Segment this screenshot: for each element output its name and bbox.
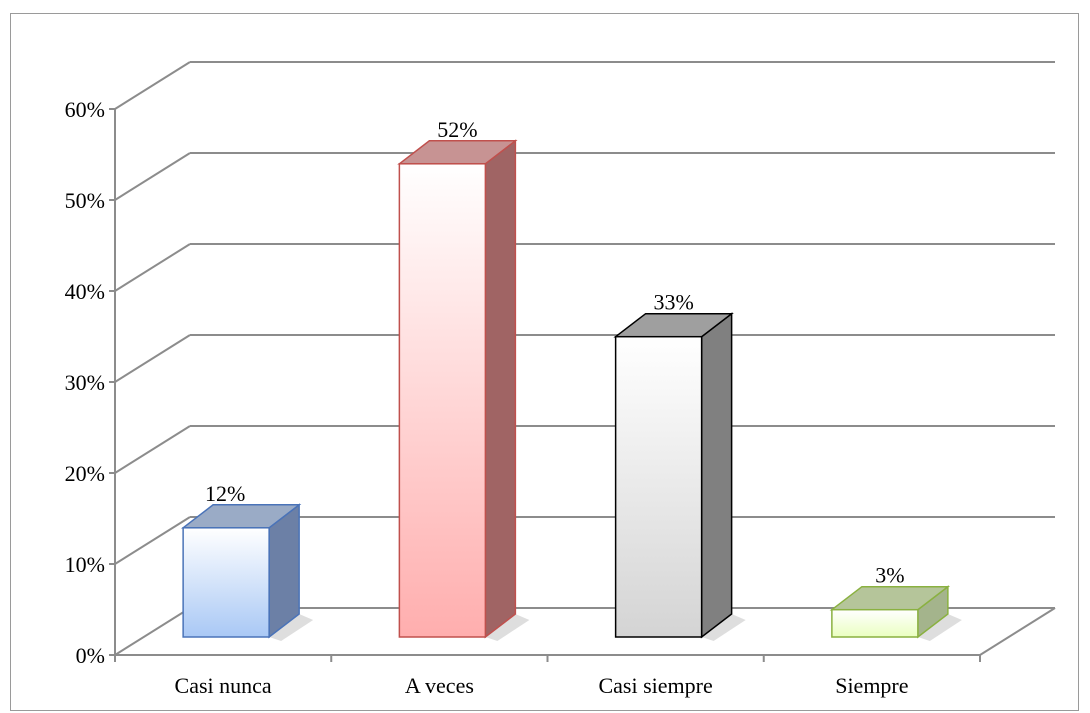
bar-side [700,312,733,639]
chart-walls [979,607,1056,656]
bar-side [484,139,517,639]
data-label: 33% [653,290,693,315]
data-label: 52% [437,117,477,142]
bar-shadow [701,614,746,641]
gridline-side [114,607,191,656]
gridline-side [114,334,191,383]
y-tick-label: 0% [76,643,105,668]
y-tick-label: 30% [65,370,105,395]
y-tick-label: 40% [65,279,105,304]
bar [182,527,270,638]
x-tick-label: Casi nunca [175,673,272,698]
bar [614,335,703,638]
data-label: 3% [875,563,904,588]
y-tick-label: 20% [65,461,105,486]
gridline-side [114,425,191,474]
bar-shadow [269,614,314,641]
bar-shadow [485,614,530,641]
data-label: 12% [205,481,245,506]
y-tick-label: 50% [65,188,105,213]
gridline-side [114,516,191,565]
y-tick-label: 60% [65,97,105,122]
axes [109,108,981,662]
bar-shadow [917,614,962,641]
bar [398,163,487,638]
x-tick-label: Siempre [835,673,908,698]
gridline-side [114,243,191,292]
x-tick-label: A veces [405,673,474,698]
bar [831,608,919,638]
x-tick-label: Casi siempre [598,673,712,698]
gridline-side [114,61,191,110]
gridlines [114,61,1055,656]
floor-edge [979,607,1056,656]
y-tick-label: 10% [65,552,105,577]
bars [180,139,962,641]
gridline-side [114,152,191,201]
labels: 0% 10% 20% 30% 40% 50% 60% 12% Casi nunca 52% A ve… [65,97,909,698]
